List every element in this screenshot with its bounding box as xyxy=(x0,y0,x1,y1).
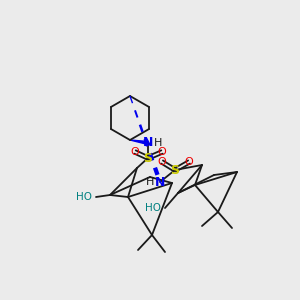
Text: H: H xyxy=(146,177,154,187)
Text: N: N xyxy=(143,136,153,149)
Polygon shape xyxy=(130,140,148,145)
Text: O: O xyxy=(158,147,166,157)
Text: O: O xyxy=(158,157,166,167)
Text: HO: HO xyxy=(145,203,161,213)
Text: N: N xyxy=(155,176,165,188)
Text: H: H xyxy=(154,138,162,148)
Text: S: S xyxy=(170,164,179,176)
Text: O: O xyxy=(130,147,140,157)
Text: S: S xyxy=(143,152,152,164)
Text: HO: HO xyxy=(76,192,92,202)
Text: O: O xyxy=(184,157,194,167)
